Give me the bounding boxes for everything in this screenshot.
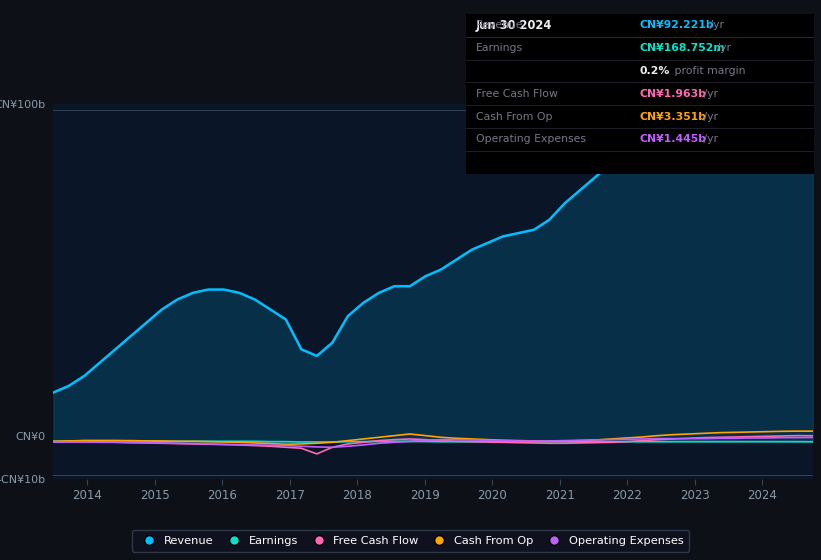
Text: CN¥92.221b: CN¥92.221b [640,20,714,30]
Text: /yr: /yr [700,111,718,122]
Text: -CN¥10b: -CN¥10b [0,475,46,486]
Text: profit margin: profit margin [672,66,745,76]
Legend: Revenue, Earnings, Free Cash Flow, Cash From Op, Operating Expenses: Revenue, Earnings, Free Cash Flow, Cash … [132,530,689,552]
Text: CN¥0: CN¥0 [16,432,46,442]
Text: Operating Expenses: Operating Expenses [476,134,586,144]
Text: 0.2%: 0.2% [640,66,670,76]
Text: /yr: /yr [713,43,731,53]
Text: /yr: /yr [700,134,718,144]
Text: CN¥3.351b: CN¥3.351b [640,111,707,122]
Text: CN¥168.752m: CN¥168.752m [640,43,726,53]
Text: CN¥1.963b: CN¥1.963b [640,89,707,99]
Text: Earnings: Earnings [476,43,523,53]
Text: CN¥1.445b: CN¥1.445b [640,134,707,144]
Text: /yr: /yr [706,20,724,30]
Text: CN¥100b: CN¥100b [0,100,46,110]
Text: Cash From Op: Cash From Op [476,111,553,122]
Text: Revenue: Revenue [476,20,524,30]
Text: Free Cash Flow: Free Cash Flow [476,89,557,99]
Text: /yr: /yr [700,89,718,99]
Text: Jun 30 2024: Jun 30 2024 [476,19,553,32]
